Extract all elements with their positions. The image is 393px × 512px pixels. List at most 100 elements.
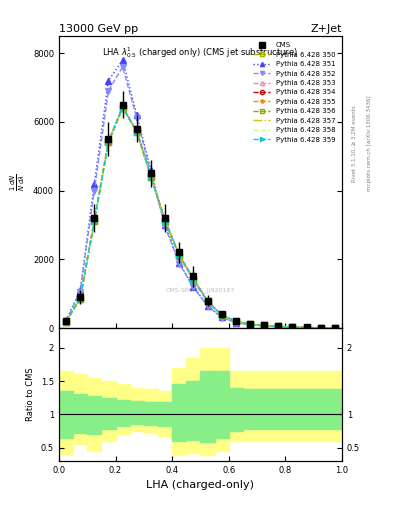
Text: Rivet 3.1.10, ≥ 3.2M events: Rivet 3.1.10, ≥ 3.2M events	[352, 105, 357, 182]
Pythia 6.428 352	[304, 325, 309, 331]
Pythia 6.428 353	[106, 138, 111, 144]
Pythia 6.428 350	[290, 324, 295, 330]
Line: Pythia 6.428 357: Pythia 6.428 357	[66, 108, 335, 328]
Y-axis label: $\frac{1}{N}\frac{dN}{d\lambda}$: $\frac{1}{N}\frac{dN}{d\lambda}$	[9, 173, 28, 191]
Pythia 6.428 356	[106, 139, 111, 145]
Pythia 6.428 356	[163, 218, 167, 224]
Pythia 6.428 357	[78, 295, 83, 302]
Pythia 6.428 351	[163, 222, 167, 228]
Line: Pythia 6.428 352: Pythia 6.428 352	[63, 64, 338, 331]
Pythia 6.428 350	[64, 319, 68, 325]
Pythia 6.428 357	[262, 323, 266, 329]
Pythia 6.428 357	[276, 324, 281, 330]
Pythia 6.428 353	[262, 322, 266, 328]
Pythia 6.428 354	[276, 324, 281, 330]
Pythia 6.428 357	[219, 312, 224, 318]
Pythia 6.428 358	[290, 324, 295, 330]
Pythia 6.428 356	[219, 312, 224, 318]
Pythia 6.428 356	[78, 295, 83, 302]
Pythia 6.428 353	[191, 275, 196, 281]
Pythia 6.428 355	[106, 139, 111, 145]
Pythia 6.428 357	[318, 325, 323, 331]
Pythia 6.428 355	[248, 321, 252, 327]
Pythia 6.428 354	[78, 295, 83, 302]
Pythia 6.428 359	[163, 218, 167, 224]
Pythia 6.428 355	[149, 174, 153, 180]
Pythia 6.428 359	[149, 173, 153, 179]
Pythia 6.428 350	[106, 139, 111, 145]
Pythia 6.428 359	[134, 129, 139, 135]
Pythia 6.428 354	[120, 104, 125, 111]
Pythia 6.428 358	[120, 104, 125, 111]
Pythia 6.428 351	[332, 325, 337, 331]
Pythia 6.428 358	[177, 252, 182, 259]
Pythia 6.428 358	[318, 325, 323, 331]
Pythia 6.428 353	[149, 172, 153, 178]
Pythia 6.428 354	[205, 298, 210, 305]
Pythia 6.428 352	[78, 289, 83, 295]
Pythia 6.428 350	[191, 277, 196, 283]
Legend: CMS, Pythia 6.428 350, Pythia 6.428 351, Pythia 6.428 352, Pythia 6.428 353, Pyt: CMS, Pythia 6.428 350, Pythia 6.428 351,…	[250, 39, 338, 145]
Pythia 6.428 351	[276, 324, 281, 330]
Pythia 6.428 359	[290, 324, 295, 330]
Pythia 6.428 359	[233, 318, 238, 325]
Pythia 6.428 358	[219, 312, 224, 318]
Pythia 6.428 358	[191, 276, 196, 283]
Pythia 6.428 356	[149, 174, 153, 180]
Pythia 6.428 358	[106, 139, 111, 145]
Pythia 6.428 352	[149, 170, 153, 177]
Pythia 6.428 353	[219, 312, 224, 318]
X-axis label: LHA (charged-only): LHA (charged-only)	[147, 480, 254, 490]
Pythia 6.428 352	[290, 324, 295, 330]
Pythia 6.428 350	[78, 296, 83, 302]
Pythia 6.428 352	[205, 303, 210, 309]
Pythia 6.428 358	[149, 173, 153, 179]
Line: Pythia 6.428 353: Pythia 6.428 353	[63, 103, 338, 331]
Pythia 6.428 357	[191, 276, 196, 283]
Pythia 6.428 351	[120, 57, 125, 63]
Pythia 6.428 355	[262, 323, 266, 329]
Pythia 6.428 357	[92, 218, 97, 224]
Pythia 6.428 357	[332, 325, 337, 331]
Pythia 6.428 355	[233, 318, 238, 325]
Pythia 6.428 356	[177, 252, 182, 259]
Pythia 6.428 351	[191, 284, 196, 290]
Pythia 6.428 356	[290, 324, 295, 330]
Pythia 6.428 359	[276, 324, 281, 330]
Pythia 6.428 358	[78, 295, 83, 302]
Pythia 6.428 355	[276, 324, 281, 330]
Pythia 6.428 352	[332, 325, 337, 331]
Pythia 6.428 355	[163, 218, 167, 224]
Pythia 6.428 350	[149, 174, 153, 180]
Pythia 6.428 356	[262, 323, 266, 329]
Pythia 6.428 355	[290, 324, 295, 330]
Pythia 6.428 356	[304, 325, 309, 331]
Pythia 6.428 358	[64, 318, 68, 325]
Line: Pythia 6.428 356: Pythia 6.428 356	[63, 105, 338, 331]
Pythia 6.428 357	[304, 325, 309, 331]
Pythia 6.428 352	[177, 261, 182, 267]
Pythia 6.428 357	[290, 324, 295, 330]
Pythia 6.428 351	[205, 303, 210, 309]
Pythia 6.428 356	[276, 324, 281, 330]
Pythia 6.428 354	[248, 321, 252, 327]
Pythia 6.428 356	[318, 325, 323, 331]
Pythia 6.428 358	[134, 129, 139, 135]
Pythia 6.428 356	[64, 318, 68, 325]
Pythia 6.428 352	[248, 322, 252, 328]
Pythia 6.428 351	[233, 319, 238, 326]
Pythia 6.428 350	[262, 323, 266, 329]
Pythia 6.428 357	[163, 218, 167, 224]
Line: Pythia 6.428 351: Pythia 6.428 351	[63, 57, 338, 331]
Pythia 6.428 352	[191, 284, 196, 290]
Pythia 6.428 353	[332, 325, 337, 331]
Y-axis label: Ratio to CMS: Ratio to CMS	[26, 368, 35, 421]
Pythia 6.428 353	[233, 318, 238, 325]
Pythia 6.428 356	[191, 276, 196, 283]
Pythia 6.428 358	[248, 321, 252, 327]
Pythia 6.428 359	[92, 218, 97, 224]
Pythia 6.428 354	[290, 324, 295, 330]
Pythia 6.428 358	[332, 325, 337, 331]
Pythia 6.428 352	[219, 314, 224, 321]
Pythia 6.428 350	[92, 219, 97, 225]
